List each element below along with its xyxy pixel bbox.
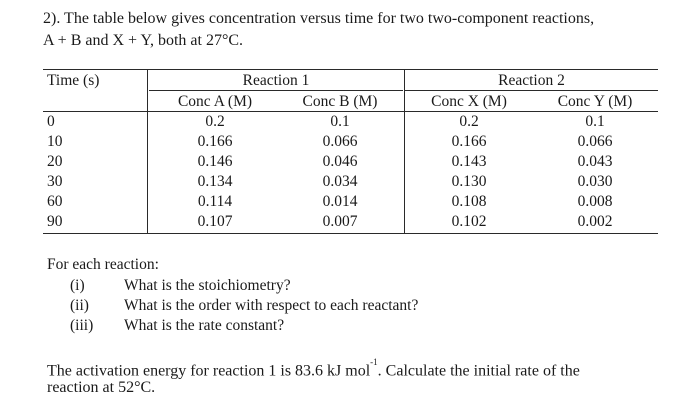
time-column-divider [147, 69, 148, 233]
question-number: (i) [70, 277, 85, 294]
col-header-conc-x: Conc X (M) [431, 93, 507, 110]
conc-y-cell: 0.030 [577, 173, 613, 190]
time-header: Time (s) [47, 72, 100, 89]
question-number: (iii) [70, 317, 94, 334]
conc-x-cell: 0.130 [451, 173, 487, 190]
problem-line-2: A + B and X + Y, both at 27°C. [43, 32, 244, 49]
questions-lead: For each reaction: [47, 256, 159, 273]
conc-a-cell: 0.166 [197, 133, 233, 150]
conc-x-cell: 0.2 [459, 113, 479, 130]
header-bottom-rule [43, 111, 658, 112]
reaction-divider [404, 69, 405, 233]
table-bottom-rule [43, 233, 658, 234]
col-header-conc-b: Conc B (M) [302, 93, 378, 110]
conc-b-cell: 0.007 [322, 213, 358, 230]
conc-b-cell: 0.034 [322, 173, 358, 190]
table-top-rule [43, 69, 658, 70]
conc-b-cell: 0.046 [322, 153, 358, 170]
question-number: (ii) [70, 297, 89, 314]
question-text: What is the stoichiometry? [124, 277, 291, 294]
time-cell: 60 [47, 193, 63, 210]
conc-a-cell: 0.2 [205, 113, 225, 130]
conc-x-cell: 0.108 [451, 193, 487, 210]
conc-y-cell: 0.066 [577, 133, 613, 150]
time-cell: 90 [47, 213, 63, 230]
time-cell: 10 [47, 133, 63, 150]
conc-a-cell: 0.134 [197, 173, 233, 190]
question-text: What is the rate constant? [124, 317, 285, 334]
conc-y-cell: 0.1 [585, 113, 605, 130]
unit-exponent: -1 [370, 357, 378, 367]
col-header-conc-y: Conc Y (M) [557, 93, 633, 110]
conc-x-cell: 0.143 [451, 153, 487, 170]
conc-a-cell: 0.146 [197, 153, 233, 170]
time-cell: 30 [47, 173, 63, 190]
reaction2-header: Reaction 2 [498, 72, 565, 89]
question-text: What is the order with respect to each r… [124, 297, 419, 314]
reaction2-underline [405, 90, 658, 91]
conc-b-cell: 0.1 [330, 113, 350, 130]
time-cell: 20 [47, 153, 63, 170]
reaction1-underline [149, 90, 403, 91]
problem-line-1: 2). The table below gives concentration … [43, 10, 595, 27]
activation-line-2: reaction at 52°C. [47, 379, 156, 396]
conc-y-cell: 0.008 [577, 193, 613, 210]
conc-a-cell: 0.107 [197, 213, 233, 230]
time-cell: 0 [47, 113, 55, 130]
conc-y-cell: 0.002 [577, 213, 613, 230]
activation-text-a: The activation energy for reaction 1 is … [47, 362, 371, 380]
conc-x-cell: 0.102 [451, 213, 487, 230]
conc-b-cell: 0.014 [322, 193, 358, 210]
conc-b-cell: 0.066 [322, 133, 358, 150]
reaction1-header: Reaction 1 [242, 72, 310, 89]
conc-y-cell: 0.043 [577, 153, 613, 170]
conc-a-cell: 0.114 [197, 193, 233, 210]
conc-x-cell: 0.166 [451, 133, 487, 150]
activation-text-b: . Calculate the initial rate of the [377, 362, 580, 380]
activation-line-1: The activation energy for reaction 1 is … [47, 355, 580, 382]
col-header-conc-a: Conc A (M) [177, 93, 253, 110]
